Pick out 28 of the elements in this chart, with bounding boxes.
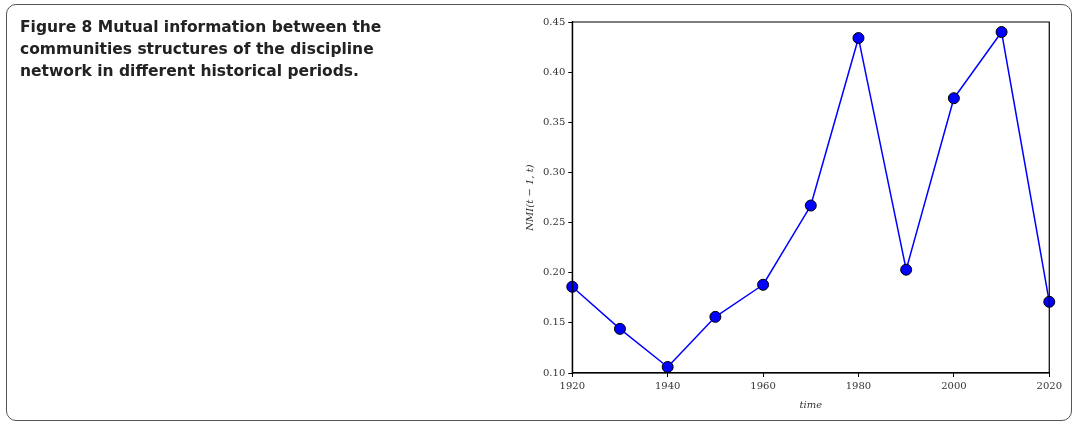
point — [947, 92, 960, 105]
y-tick-label: 0.30 — [543, 166, 566, 178]
point — [852, 32, 865, 45]
text: Figure 8 Mutual information between the communities structures of the discipline network in different historical periods. — [20, 17, 383, 82]
y-tick-label: 0.10 — [543, 366, 566, 378]
y-tick-label: 0.45 — [543, 15, 566, 27]
point — [566, 280, 579, 293]
y-axis-title: NMI(t − 1, t) — [523, 164, 535, 232]
point — [995, 26, 1008, 39]
point — [661, 360, 674, 373]
point — [613, 322, 626, 335]
y-tick-label: 0.25 — [543, 216, 566, 228]
point — [900, 263, 913, 276]
y-tick-label: 0.40 — [543, 65, 566, 77]
y-tick-label: 0.20 — [543, 266, 566, 278]
x-tick-label: 1980 — [845, 379, 872, 391]
x-tick-label: 1920 — [559, 379, 585, 391]
point — [757, 278, 770, 291]
y-tick-label: 0.15 — [543, 316, 566, 328]
x-tick-label: 2000 — [941, 379, 967, 391]
x-tick-label: 1940 — [654, 379, 681, 391]
point — [1043, 295, 1056, 308]
x-tick-label: 1960 — [750, 379, 776, 391]
point — [709, 310, 722, 323]
y-tick-label: 0.35 — [543, 115, 566, 127]
x-tick-label: 2020 — [1036, 379, 1062, 391]
point — [804, 199, 817, 212]
x-axis-title: time — [799, 398, 823, 410]
